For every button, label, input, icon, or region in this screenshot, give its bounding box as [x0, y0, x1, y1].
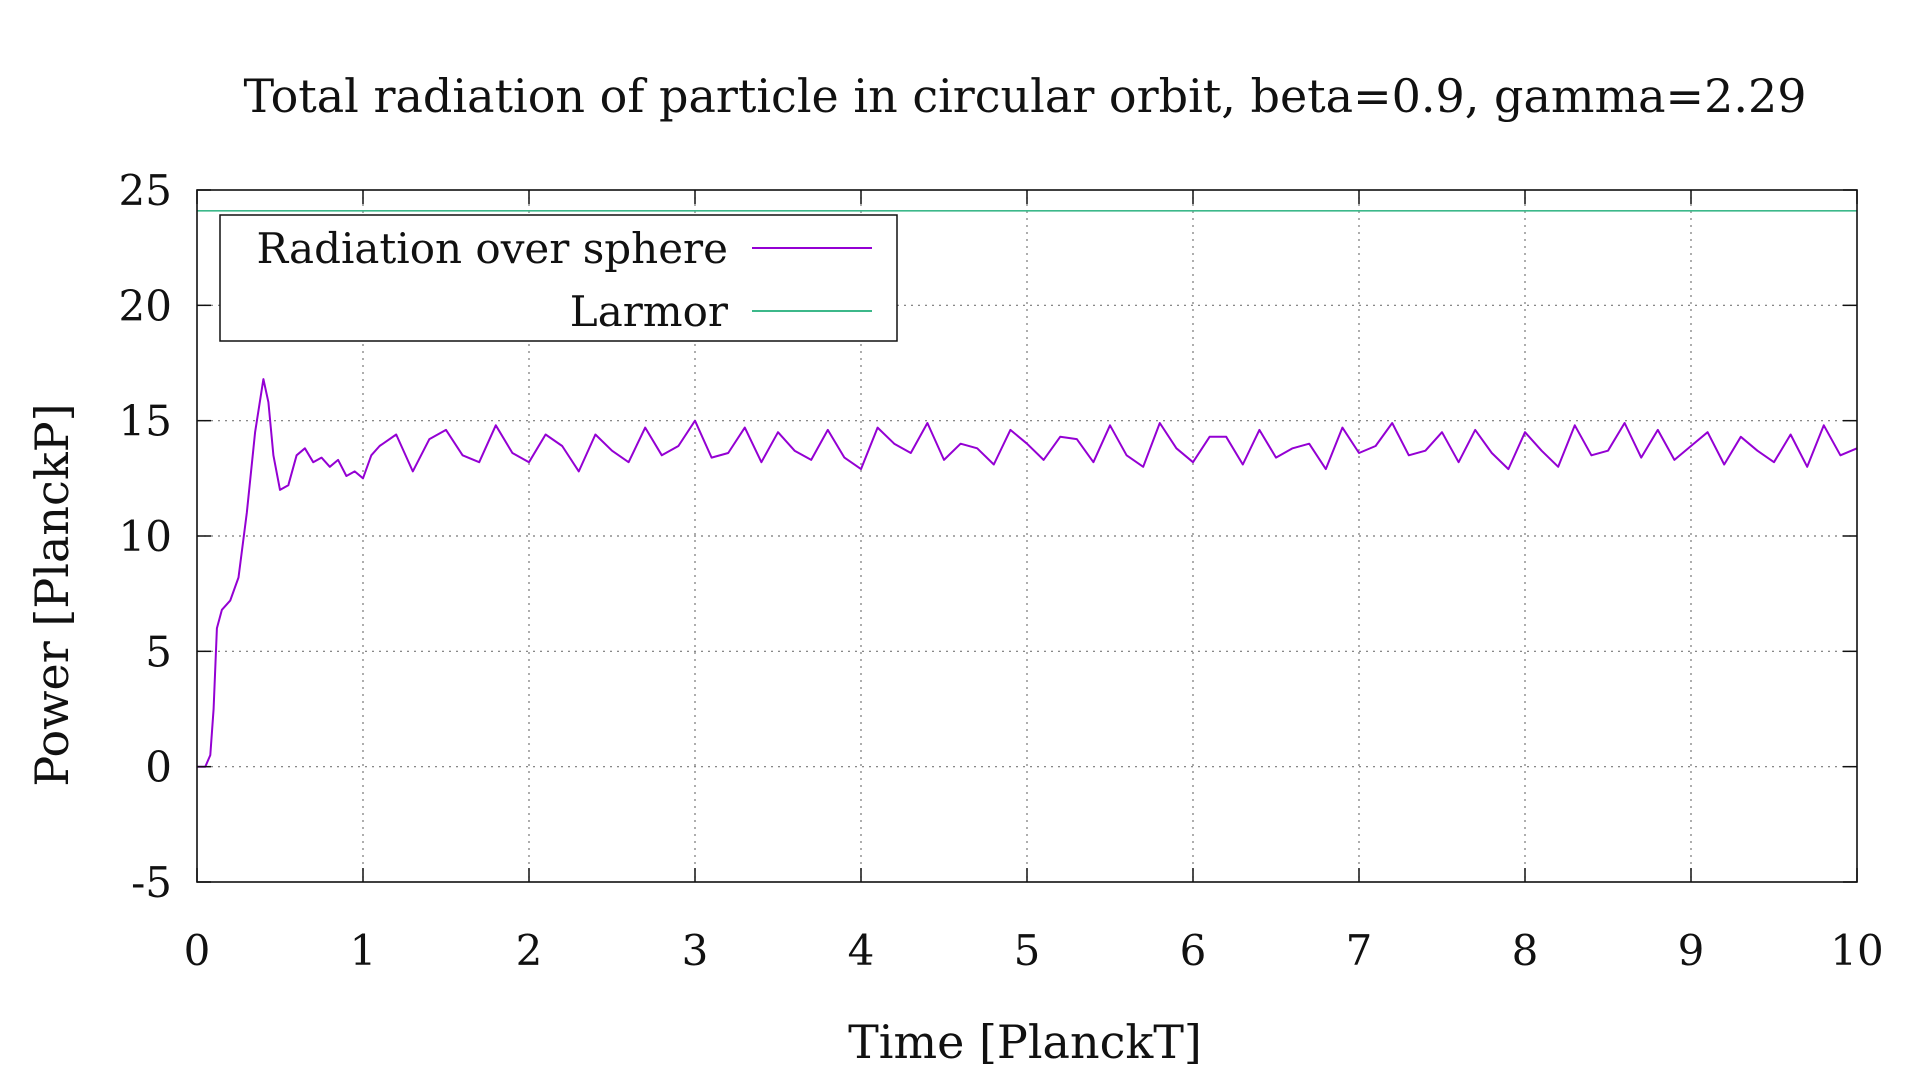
x-tick-label: 2 — [516, 926, 543, 975]
x-tick-label: 9 — [1678, 926, 1705, 975]
legend: Radiation over sphere Larmor — [219, 214, 898, 342]
x-tick-label: 7 — [1346, 926, 1373, 975]
legend-box — [219, 214, 898, 342]
y-tick-label: 5 — [145, 627, 172, 676]
y-tick-label: 15 — [119, 397, 172, 446]
y-axis-label: Power [PlanckP] — [25, 403, 79, 786]
y-tick-label: -5 — [131, 858, 172, 907]
x-tick-label: 8 — [1512, 926, 1539, 975]
series-line-radiation-over-sphere — [197, 378, 1858, 768]
y-tick-label: 10 — [119, 512, 172, 561]
x-tick-label: 10 — [1830, 926, 1883, 975]
legend-label: Larmor — [570, 287, 729, 336]
x-tick-label: 6 — [1180, 926, 1207, 975]
y-tick-label: 20 — [119, 281, 172, 330]
plot-area — [197, 210, 1858, 768]
y-tick-label: 0 — [145, 743, 172, 792]
x-axis-label: Time [PlanckT] — [848, 1015, 1202, 1069]
y-tick-label: 25 — [119, 166, 172, 215]
x-tick-label: 1 — [350, 926, 377, 975]
x-tick-label: 5 — [1014, 926, 1041, 975]
chart-title: Total radiation of particle in circular … — [243, 69, 1806, 123]
x-tick-label: 0 — [184, 926, 211, 975]
x-tick-label: 3 — [682, 926, 709, 975]
legend-label: Radiation over sphere — [256, 224, 728, 273]
x-tick-label: 4 — [848, 926, 875, 975]
